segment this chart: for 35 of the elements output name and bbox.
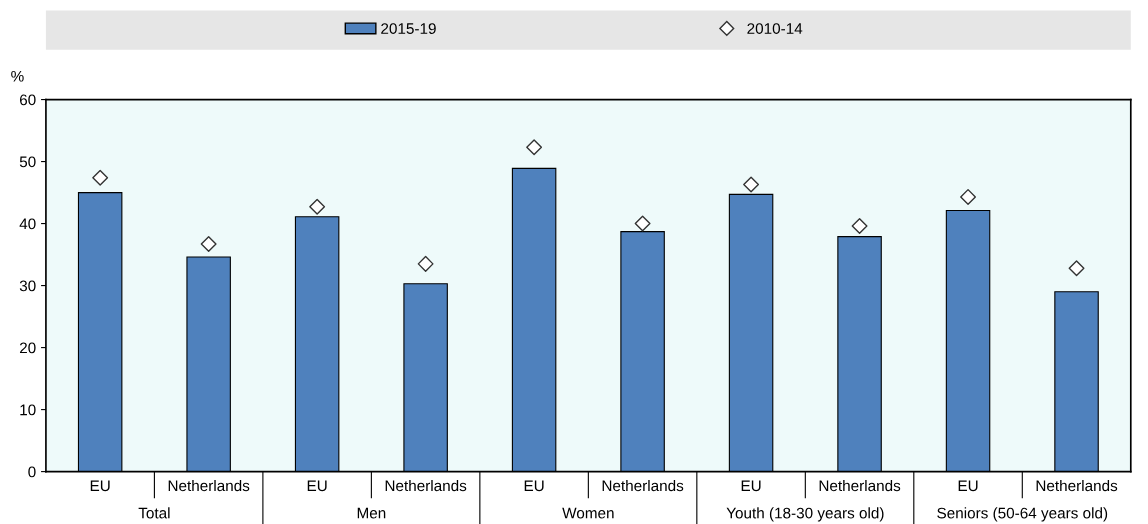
y-tick-label: 40 (19, 218, 36, 230)
x-tick-label: Netherlands (385, 479, 467, 492)
y-tick-label: 20 (19, 342, 36, 354)
x-tick-label: Netherlands (1036, 479, 1118, 492)
legend-label: 2015-19 (381, 23, 436, 34)
point (851, 218, 868, 235)
point (309, 198, 326, 215)
y-tick-label: 30 (19, 280, 36, 292)
y-tick-label: 50 (19, 156, 36, 168)
x-tick-label: Netherlands (819, 479, 901, 492)
point (200, 236, 217, 253)
point (1068, 260, 1085, 277)
y-axis-title: % (11, 70, 24, 82)
x-tick-label: EU (524, 480, 544, 492)
x-tick-label: EU (741, 480, 761, 492)
text: Women (562, 507, 614, 519)
point (634, 215, 651, 232)
y-tick-label: 60 (19, 94, 36, 106)
text: Youth (18-30 years old) (726, 507, 884, 522)
x-tick-label: EU (90, 480, 110, 492)
y-tick-label: 0 (28, 466, 36, 478)
x-tick-label: Netherlands (602, 479, 684, 492)
x-tick-label: EU (958, 480, 978, 492)
point (92, 169, 109, 186)
y-tick-label: 10 (20, 404, 36, 416)
text: Total (138, 507, 170, 519)
point (960, 188, 977, 205)
x-tick-label: Netherlands (168, 479, 250, 492)
point (417, 255, 434, 272)
point (526, 139, 543, 156)
point (743, 176, 760, 193)
text: Men (357, 507, 386, 519)
legend-label: 2010-14 (747, 23, 803, 34)
text: Seniors (50-64 years old) (937, 507, 1108, 522)
x-tick-label: EU (307, 480, 327, 492)
